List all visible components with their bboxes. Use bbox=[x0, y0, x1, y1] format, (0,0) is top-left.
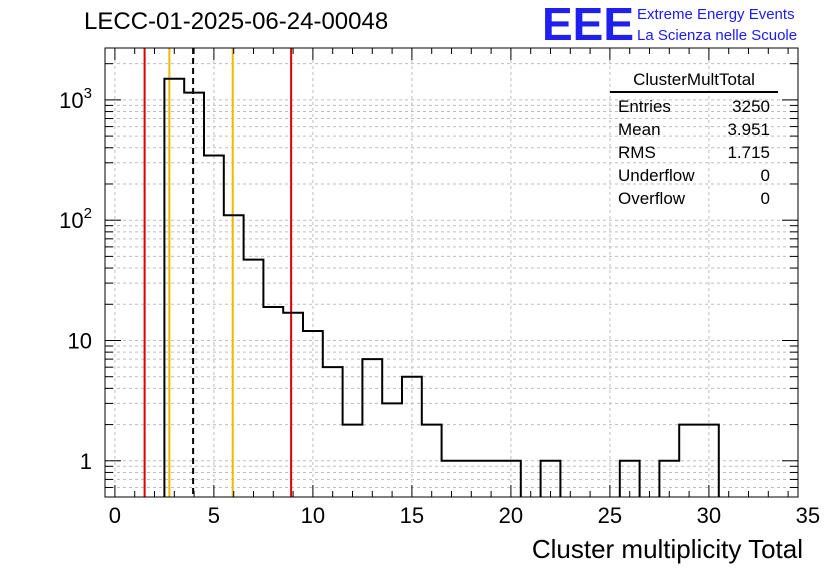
x-tick-label: 30 bbox=[697, 503, 721, 528]
x-axis-label: Cluster multiplicity Total bbox=[531, 534, 803, 564]
stats-value: 0 bbox=[760, 166, 770, 185]
x-tick-label: 20 bbox=[499, 503, 523, 528]
stats-value: 1.715 bbox=[727, 143, 770, 162]
x-tick-label: 10 bbox=[301, 503, 325, 528]
svg-text:EEE: EEE bbox=[542, 2, 634, 46]
stats-row-underflow: Underflow 0 bbox=[610, 164, 778, 187]
stats-row-entries: Entries 3250 bbox=[610, 95, 778, 118]
y-tick-label: 103 bbox=[59, 85, 92, 113]
logo-line-1: Extreme Energy Events bbox=[637, 6, 795, 23]
y-tick-label: 1 bbox=[80, 449, 92, 474]
stats-box: ClusterMultTotal Entries 3250 Mean 3.951… bbox=[610, 70, 778, 210]
stats-label: Entries bbox=[618, 97, 671, 116]
y-tick-label: 102 bbox=[59, 205, 92, 233]
stats-title: ClusterMultTotal bbox=[610, 70, 778, 93]
x-tick-label: 0 bbox=[109, 503, 121, 528]
grid-lines bbox=[105, 48, 798, 497]
histogram-bars bbox=[163, 77, 720, 497]
stats-label: Overflow bbox=[618, 189, 686, 208]
marker-lines bbox=[143, 48, 293, 497]
stats-label: RMS bbox=[618, 143, 656, 162]
histogram-series bbox=[163, 77, 720, 497]
eee-logo: EEE bbox=[542, 2, 634, 46]
stats-value: 0 bbox=[760, 189, 770, 208]
x-tick-label: 25 bbox=[598, 503, 622, 528]
chart-title: LECC-01-2025-06-24-00048 bbox=[84, 8, 389, 35]
stats-value: 3250 bbox=[732, 97, 770, 116]
stats-label: Mean bbox=[618, 120, 661, 139]
x-tick-label: 15 bbox=[400, 503, 424, 528]
logo-line-2: La Scienza nelle Scuole bbox=[637, 27, 798, 44]
y-tick-label: 10 bbox=[68, 328, 92, 353]
x-tick-label: 5 bbox=[208, 503, 220, 528]
stats-label: Underflow bbox=[618, 166, 695, 185]
stats-row-rms: RMS 1.715 bbox=[610, 141, 778, 164]
stats-row-mean: Mean 3.951 bbox=[610, 118, 778, 141]
stats-row-overflow: Overflow 0 bbox=[610, 187, 778, 210]
axes: 0 5 10 15 20 25 30 35 1 10 102 103 bbox=[59, 47, 820, 528]
x-tick-label: 35 bbox=[796, 503, 820, 528]
logo-caption: Extreme Energy Events La Scienza nelle S… bbox=[637, 4, 797, 46]
stats-value: 3.951 bbox=[727, 120, 770, 139]
